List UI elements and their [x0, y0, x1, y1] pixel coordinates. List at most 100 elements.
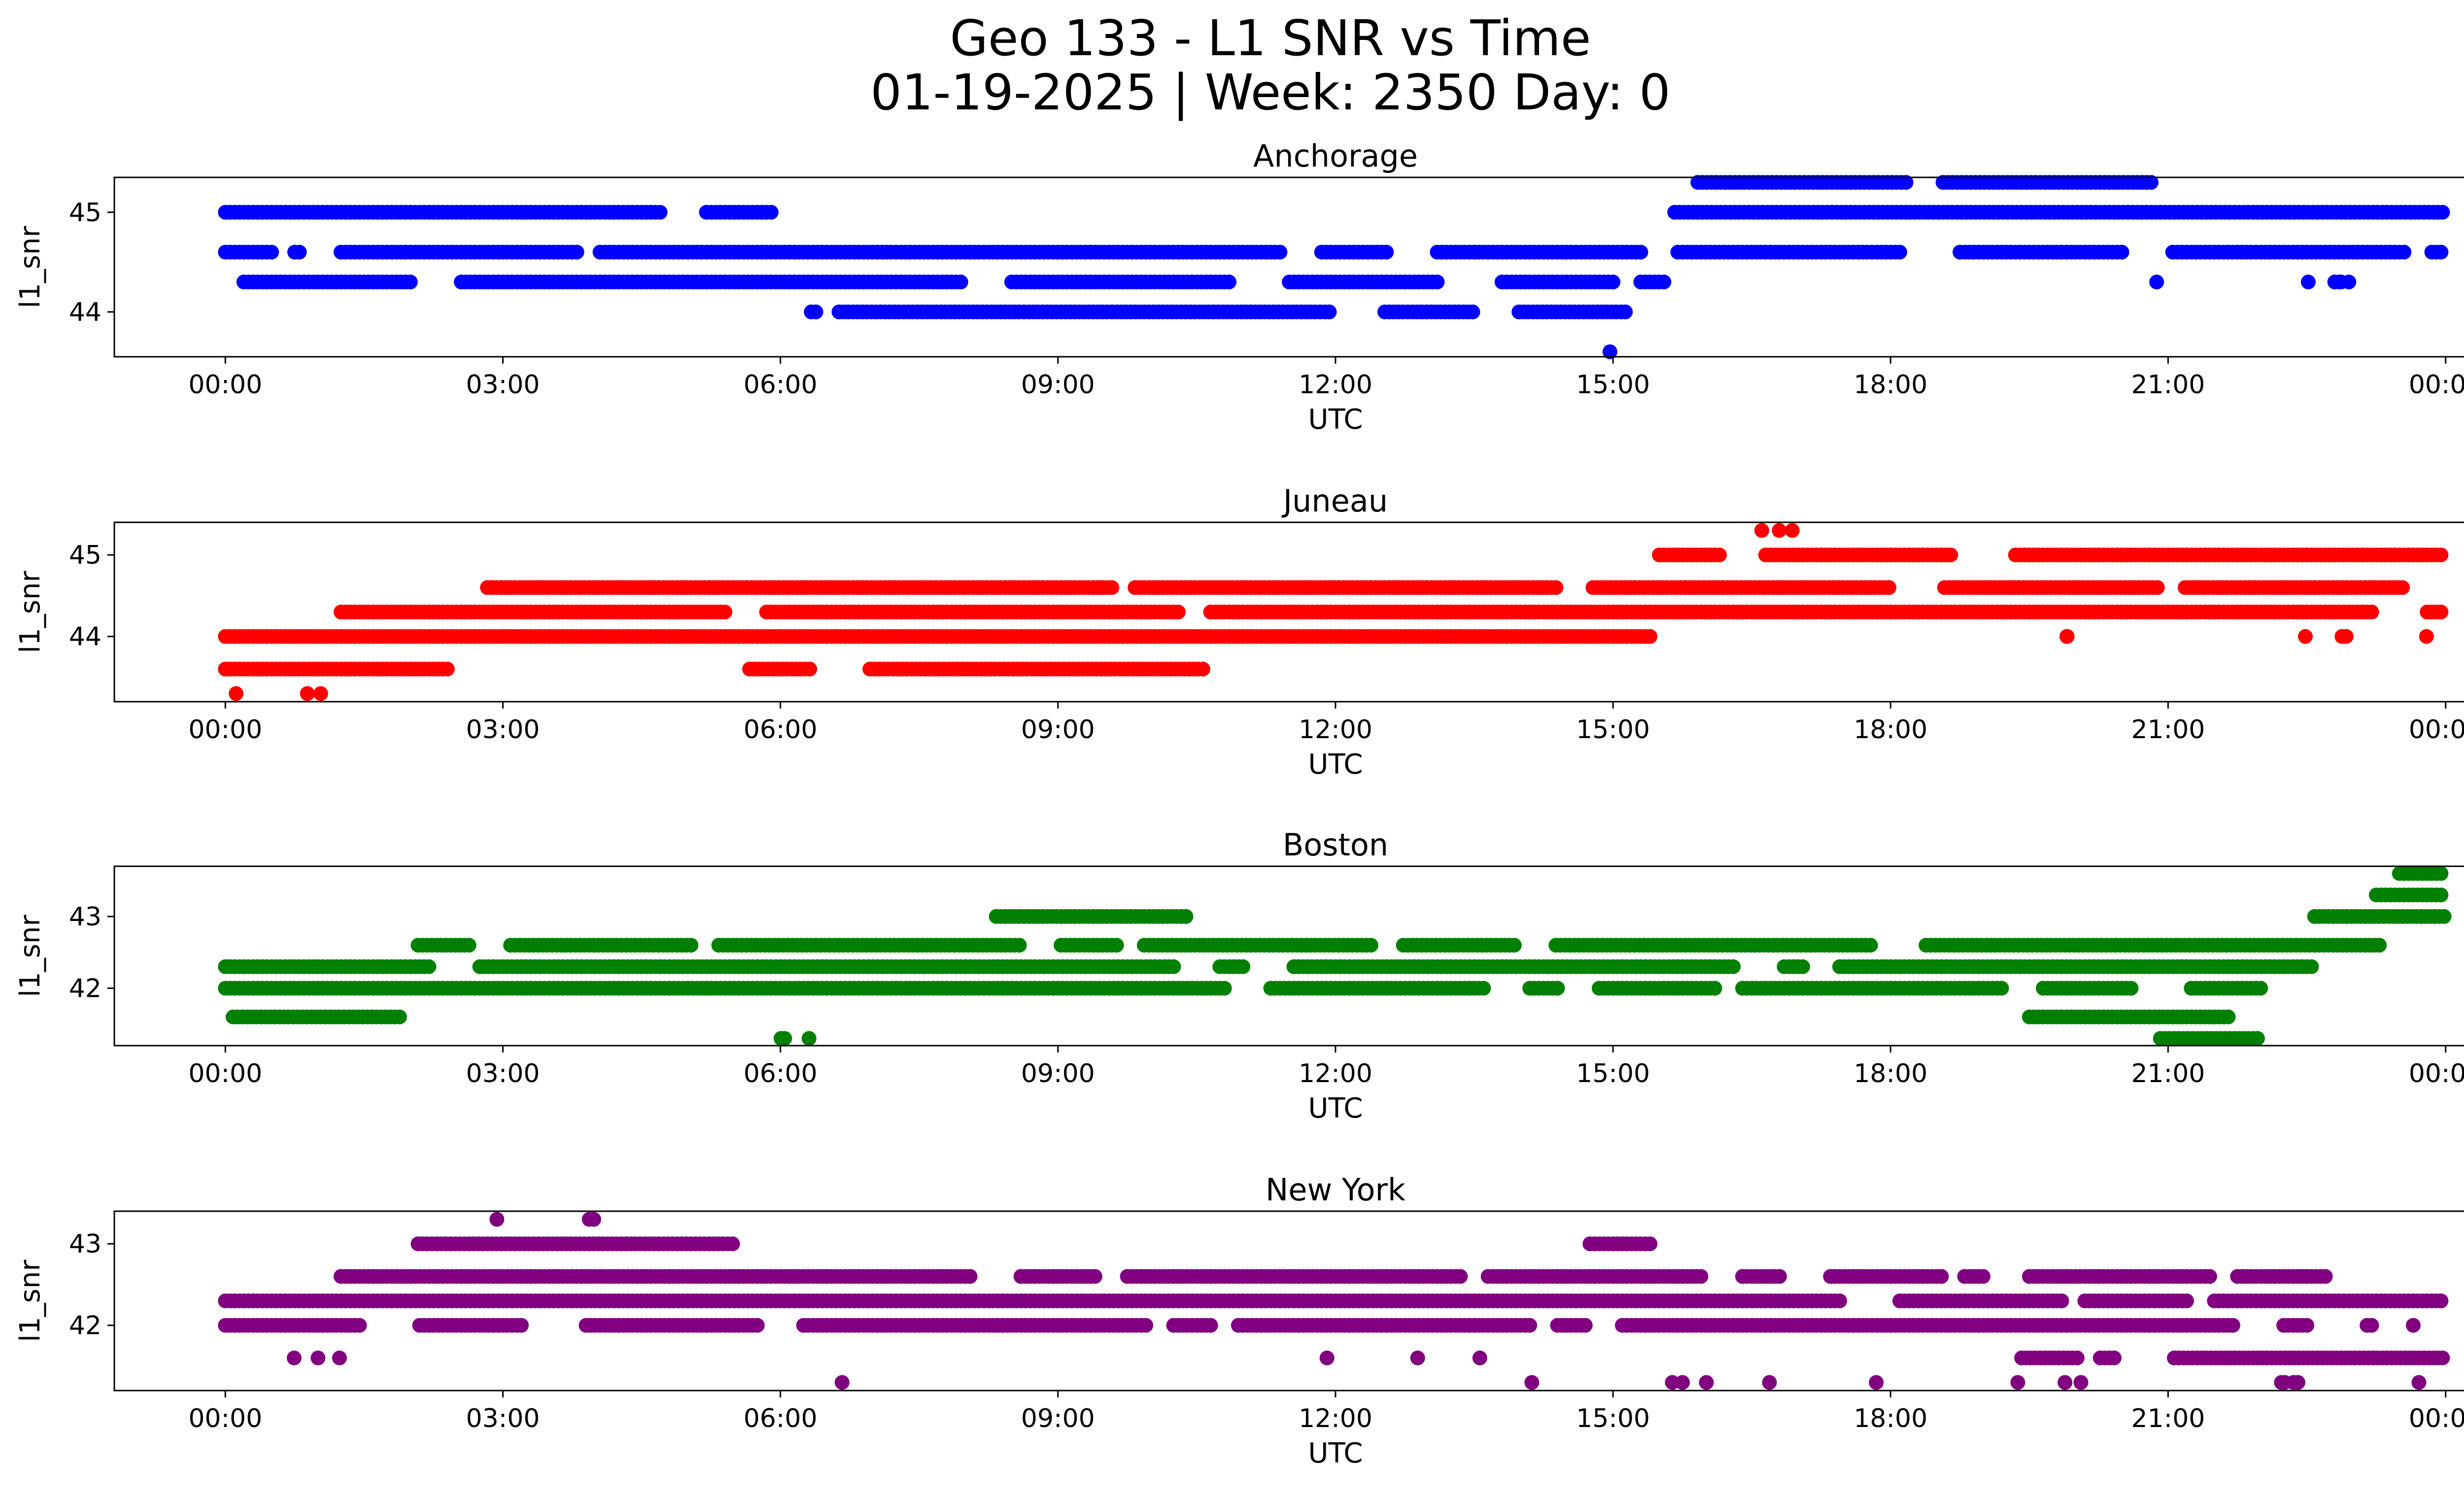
data-point [2364, 1318, 2379, 1333]
data-point [684, 938, 698, 953]
data-point [2149, 274, 2164, 289]
data-point [764, 205, 779, 220]
data-point [2107, 1351, 2122, 1365]
data-point [1892, 245, 1907, 260]
x-tick-label: 00:00 [2409, 370, 2464, 400]
y-tick-label: 43 [69, 902, 102, 932]
data-point [1643, 629, 1657, 644]
data-points [218, 175, 2450, 359]
data-point [718, 605, 732, 619]
x-tick-label: 12:00 [1299, 715, 1372, 745]
data-point [2304, 959, 2319, 974]
data-point [1754, 523, 1769, 538]
x-axis-label: UTC [1308, 404, 1363, 436]
data-point [809, 305, 823, 319]
data-point [1166, 959, 1181, 974]
data-point [1994, 981, 2009, 996]
data-point [1832, 1293, 1847, 1308]
x-tick-label: 09:00 [1021, 1059, 1095, 1089]
data-point [313, 686, 328, 701]
data-point [2274, 1375, 2289, 1390]
y-tick-label: 42 [69, 974, 102, 1004]
data-point [421, 959, 436, 974]
data-points [218, 523, 2448, 701]
data-point [2059, 629, 2074, 644]
data-point [1712, 547, 1727, 562]
data-point [2115, 245, 2129, 260]
y-tick-label: 44 [69, 622, 102, 652]
data-point [2250, 1031, 2265, 1046]
data-point [2396, 245, 2411, 260]
data-point [750, 1318, 765, 1333]
x-axis-label: UTC [1308, 1092, 1363, 1124]
data-point [1196, 662, 1210, 677]
data-point [392, 1010, 407, 1024]
x-tick-label: 03:00 [466, 370, 540, 400]
x-tick-label: 00:00 [2409, 715, 2464, 745]
data-point [1550, 981, 1565, 996]
data-point [2299, 1318, 2314, 1333]
data-point [1882, 580, 1896, 595]
data-point [1634, 245, 1648, 260]
x-tick-label: 21:00 [2131, 715, 2205, 745]
subplot-title: Juneau [1281, 483, 1388, 519]
data-point [2011, 1375, 2025, 1390]
data-point [1012, 938, 1027, 953]
data-point [287, 1351, 302, 1365]
x-tick-label: 21:00 [2131, 370, 2205, 400]
data-point [2291, 1375, 2305, 1390]
data-point [1762, 1375, 1777, 1390]
data-point [2364, 605, 2379, 619]
figure-title-line2: 01-19-2025 | Week: 2350 Day: 0 [870, 64, 1670, 121]
data-point [1322, 305, 1337, 319]
data-point [1522, 1318, 1537, 1333]
data-point [1410, 1351, 1425, 1365]
data-point [2433, 887, 2448, 902]
data-point [2435, 205, 2450, 220]
data-point [1472, 1351, 1487, 1365]
subplot-title: Anchorage [1253, 138, 1418, 174]
data-point [1466, 305, 1480, 319]
data-point [1138, 1318, 1153, 1333]
data-point [1222, 274, 1236, 289]
x-tick-label: 15:00 [1576, 1059, 1650, 1089]
data-point [403, 274, 418, 289]
data-point [954, 274, 968, 289]
data-point [2057, 1375, 2072, 1390]
data-point [462, 938, 477, 953]
x-tick-label: 06:00 [744, 715, 818, 745]
x-tick-label: 18:00 [1853, 1059, 1927, 1089]
y-axis-label: l1_snr [14, 915, 46, 997]
y-tick-label: 45 [69, 541, 102, 570]
x-tick-label: 03:00 [466, 1059, 540, 1089]
data-points [218, 866, 2451, 1046]
data-point [229, 686, 243, 701]
data-point [2221, 1010, 2236, 1024]
data-point [1217, 981, 1232, 996]
data-point [1708, 981, 1722, 996]
data-point [2433, 605, 2448, 619]
data-point [1235, 959, 1250, 974]
data-point [1618, 305, 1633, 319]
data-point [1726, 959, 1741, 974]
data-point [2419, 629, 2434, 644]
data-point [1476, 981, 1491, 996]
data-point [2433, 245, 2448, 260]
data-point [264, 245, 279, 260]
data-point [1665, 1375, 1680, 1390]
data-point [292, 245, 307, 260]
data-point [2395, 580, 2410, 595]
data-point [1785, 523, 1800, 538]
y-tick-label: 45 [69, 198, 102, 228]
data-point [1507, 938, 1522, 953]
data-point [1379, 245, 1394, 260]
data-point [1606, 274, 1620, 289]
data-point [300, 686, 315, 701]
data-point [2054, 1293, 2069, 1308]
y-tick-label: 44 [69, 298, 102, 327]
data-points [218, 1212, 2450, 1390]
